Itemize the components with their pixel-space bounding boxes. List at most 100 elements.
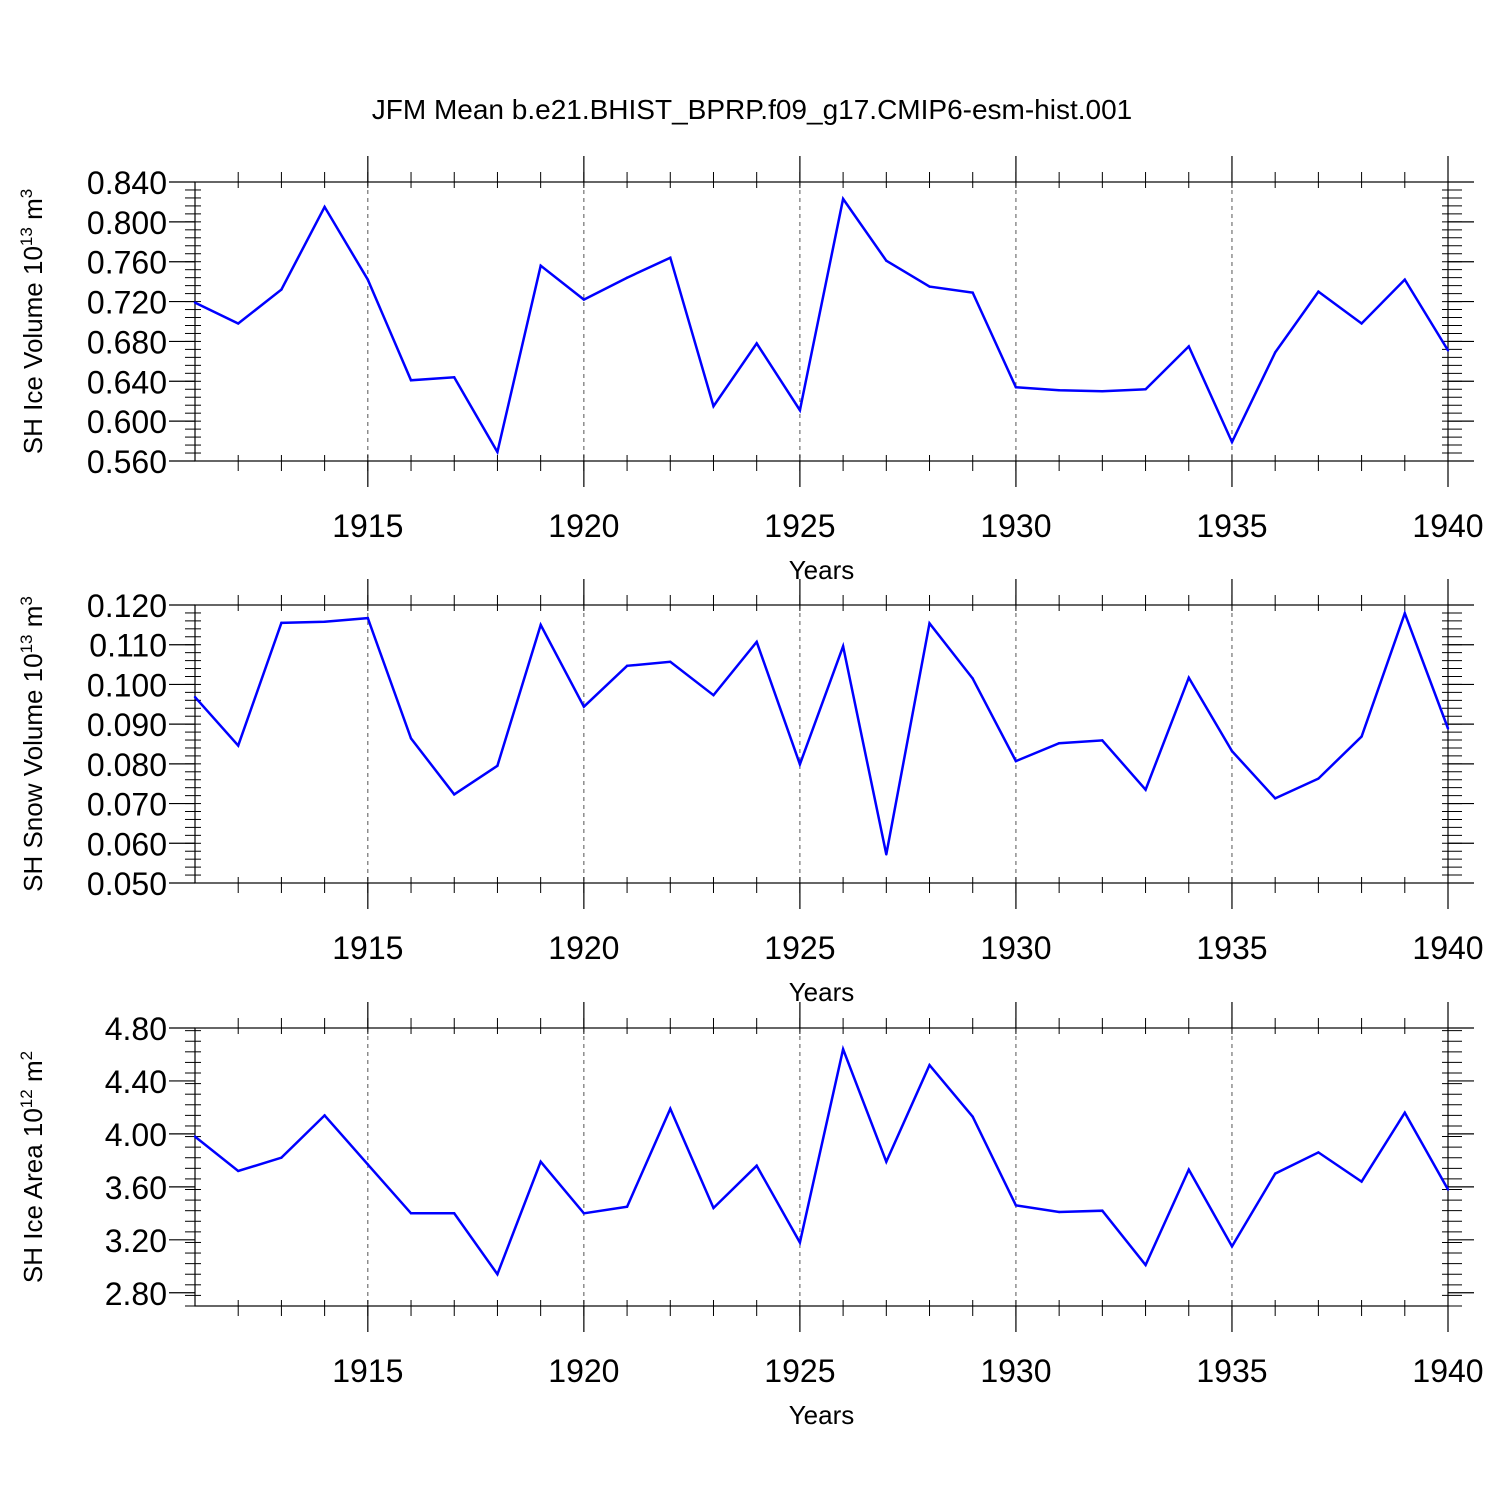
data-point (323, 1114, 326, 1117)
data-point (1273, 1172, 1277, 1175)
y-tick-label: 0.120 (87, 588, 167, 624)
y-tick-label: 0.080 (87, 747, 167, 783)
panel-3: 1915 1920 1925 1930 1935 1940 2.80 3.20 3.60 4.00… (17, 1002, 1484, 1430)
data-point (928, 285, 931, 288)
data-point (1403, 612, 1406, 615)
data-point (539, 264, 542, 267)
data-point (280, 621, 283, 625)
data-point (193, 1135, 197, 1138)
data-point (712, 404, 715, 408)
figure-title: JFM Mean b.e21.BHIST_BPRP.f09_g17.CMIP6-… (372, 94, 1133, 125)
data-point (496, 764, 499, 768)
series-line (194, 609, 1450, 855)
data-point (409, 1212, 413, 1215)
y-tick-label: 0.840 (87, 165, 167, 201)
x-tick-label: 1925 (764, 508, 835, 544)
x-tick-label: 1915 (332, 508, 403, 544)
data-point (1230, 440, 1234, 444)
data-point (1446, 1188, 1450, 1191)
series-line (194, 1044, 1450, 1277)
data-point (1360, 322, 1363, 325)
data-point (669, 256, 672, 259)
data-point (885, 1160, 888, 1163)
x-axis-label: Years (789, 1400, 855, 1430)
x-tick-label: 1920 (548, 508, 619, 544)
data-point (539, 1160, 542, 1163)
y-tick-label: 0.110 (89, 628, 167, 664)
data-point (237, 1169, 240, 1173)
data-point (1360, 735, 1363, 738)
data-point (366, 278, 370, 281)
x-tick-label: 1930 (980, 508, 1051, 544)
data-point (971, 677, 974, 680)
data-point (1144, 388, 1147, 391)
data-point (582, 298, 586, 301)
data-point (971, 1115, 974, 1118)
x-tick-label: 1940 (1412, 1353, 1483, 1389)
y-axis-label: SH Ice Area 1012 m2 (17, 1051, 48, 1283)
chart-panels: 1915 1920 1925 1930 1935 1940 0.560 0.600 0.640 0… (17, 156, 1484, 1430)
data-point (193, 695, 197, 699)
data-point (885, 259, 888, 262)
y-tick-label: 0.060 (87, 826, 167, 862)
x-tick-label: 1920 (548, 1353, 619, 1389)
data-point (237, 744, 240, 747)
series-line (194, 195, 1450, 456)
data-point (453, 1212, 456, 1215)
data-point (453, 793, 456, 796)
data-point (1101, 1209, 1104, 1212)
data-point (582, 1212, 586, 1215)
y-tick-label: 0.560 (87, 444, 167, 480)
x-axis-label: Years (789, 977, 855, 1007)
y-tick-label: 3.60 (105, 1170, 167, 1206)
data-point (1446, 727, 1450, 730)
data-point (1317, 777, 1320, 780)
y-tick-label: 0.100 (87, 667, 167, 703)
data-point (798, 408, 802, 412)
data-point (928, 1063, 931, 1067)
data-point (280, 1156, 283, 1159)
data-point (1317, 1151, 1320, 1154)
data-point (496, 450, 499, 454)
y-tick-label: 3.20 (105, 1223, 167, 1259)
data-point (453, 376, 456, 379)
data-point (841, 645, 845, 648)
data-point (712, 1206, 715, 1210)
y-tick-label: 0.600 (87, 404, 167, 440)
data-point (1144, 788, 1147, 791)
x-tick-label: 1920 (548, 930, 619, 966)
x-tick-label: 1925 (764, 930, 835, 966)
data-point (1187, 676, 1190, 679)
data-point (755, 1164, 758, 1167)
y-tick-label: 4.40 (105, 1064, 167, 1100)
y-axis-label: SH Snow Volume 1013 m3 (17, 596, 48, 892)
data-point (539, 623, 542, 627)
plot-frame (194, 1027, 1449, 1307)
x-tick-label: 1935 (1196, 1353, 1267, 1389)
data-point (409, 737, 413, 740)
data-point (323, 205, 326, 209)
data-point (409, 379, 413, 382)
data-point (1446, 349, 1450, 352)
y-tick-label: 0.050 (87, 866, 167, 902)
data-point (885, 853, 888, 856)
data-point (1317, 290, 1320, 293)
data-point (1014, 1204, 1018, 1207)
data-point (1101, 739, 1104, 742)
data-point (971, 291, 974, 294)
data-point (237, 322, 240, 325)
data-point (755, 342, 758, 345)
data-point (1057, 389, 1061, 392)
x-tick-label: 1940 (1412, 508, 1483, 544)
data-point (928, 622, 931, 625)
data-point (323, 620, 326, 623)
data-point (1273, 351, 1277, 354)
y-tick-label: 0.090 (87, 707, 167, 743)
plot-frame (194, 181, 1449, 462)
data-point (1057, 742, 1061, 745)
data-point (625, 1205, 629, 1208)
x-tick-label: 1935 (1196, 930, 1267, 966)
data-point (1403, 278, 1406, 281)
y-tick-label: 0.760 (87, 245, 167, 281)
data-point (798, 1241, 802, 1244)
